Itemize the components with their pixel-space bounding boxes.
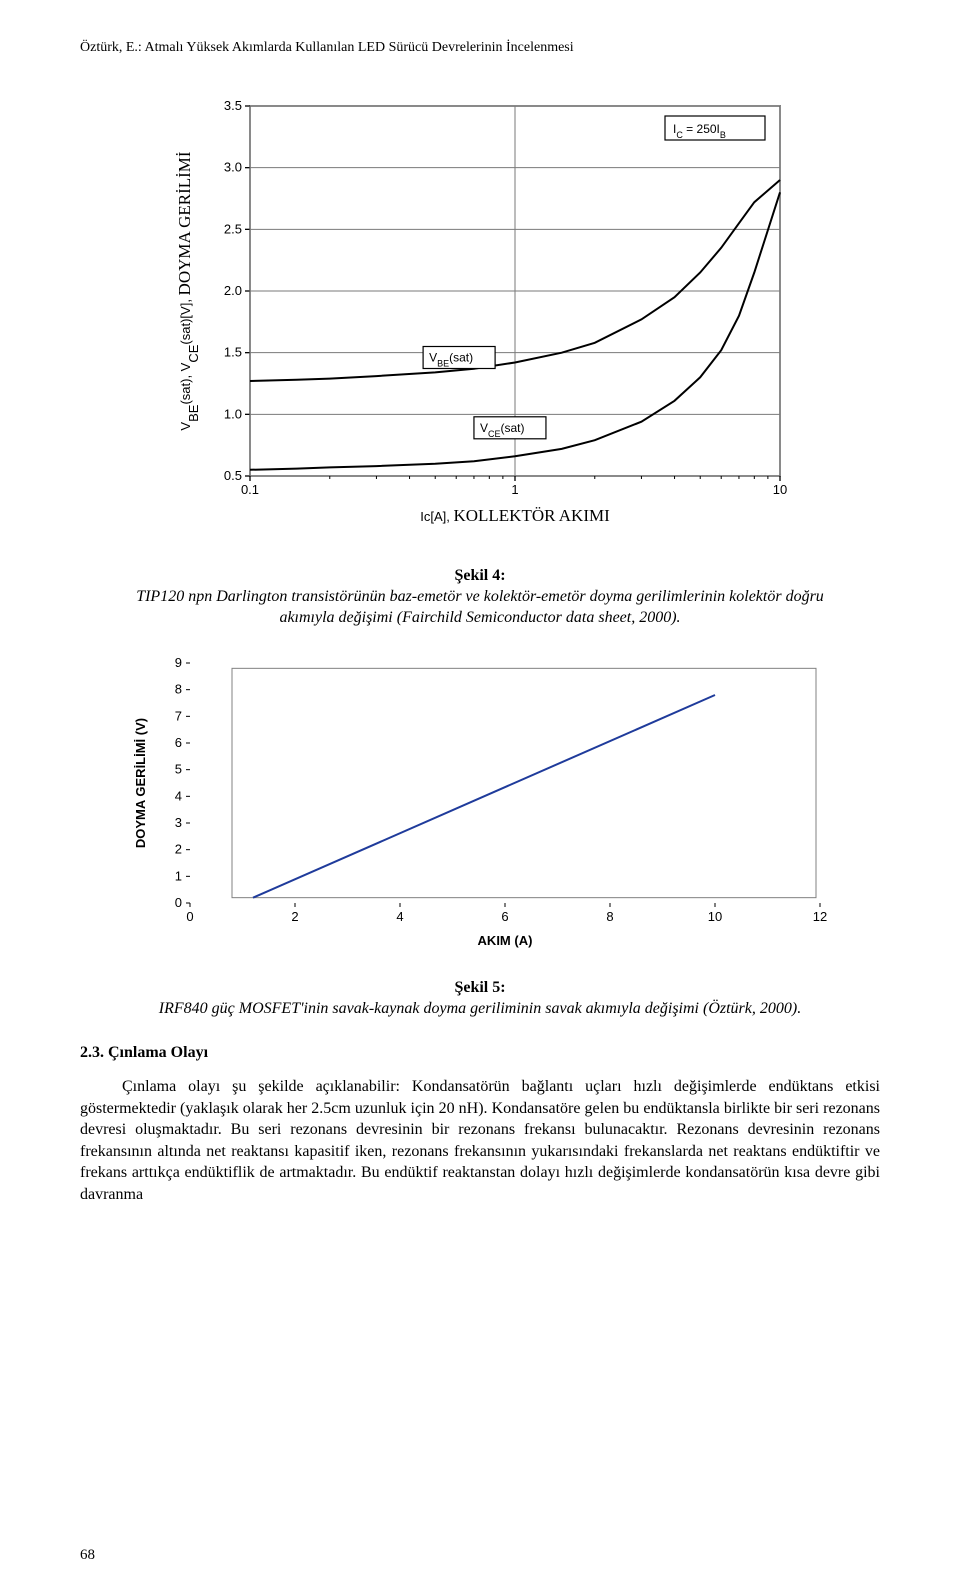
svg-text:1.5: 1.5 [224, 345, 242, 360]
svg-text:0: 0 [175, 895, 182, 910]
fig5-caption: IRF840 güç MOSFET'inin savak-kaynak doym… [159, 1000, 801, 1017]
page-number: 68 [80, 1547, 95, 1564]
svg-text:7: 7 [175, 709, 182, 724]
svg-text:Ic[A], KOLLEKTÖR AKIMI: Ic[A], KOLLEKTÖR AKIMI [420, 506, 610, 525]
fig4-caption: TIP120 npn Darlington transistörünün baz… [136, 588, 824, 626]
body-paragraph: Çınlama olayı şu şekilde açıklanabilir: … [80, 1076, 880, 1206]
running-head: Öztürk, E.: Atmalı Yüksek Akımlarda Kull… [80, 40, 880, 56]
svg-text:2: 2 [291, 909, 298, 924]
svg-text:10: 10 [708, 909, 722, 924]
section-title: Çınlama Olayı [108, 1044, 208, 1061]
svg-text:2.0: 2.0 [224, 283, 242, 298]
svg-text:2: 2 [175, 842, 182, 857]
svg-text:VBE(sat), VCE(sat)[V], DOYMA G: VBE(sat), VCE(sat)[V], DOYMA GERİLİMİ [175, 151, 201, 430]
svg-text:4: 4 [396, 909, 403, 924]
svg-text:9: 9 [175, 655, 182, 670]
figure4-chart: 0.51.01.52.02.53.03.50.1110IC = 250IBVBE… [160, 86, 800, 546]
svg-text:8: 8 [175, 682, 182, 697]
svg-text:0: 0 [186, 909, 193, 924]
figure4-caption-block: Şekil 4: TIP120 npn Darlington transistö… [80, 566, 880, 628]
svg-text:2.5: 2.5 [224, 221, 242, 236]
svg-text:3.0: 3.0 [224, 160, 242, 175]
section-heading: 2.3. Çınlama Olayı [80, 1044, 880, 1062]
figure5-caption-block: Şekil 5: IRF840 güç MOSFET'inin savak-ka… [80, 978, 880, 1020]
svg-text:1.0: 1.0 [224, 406, 242, 421]
section-number: 2.3. [80, 1044, 104, 1061]
svg-text:0.1: 0.1 [241, 482, 259, 497]
fig4-label: Şekil 4: [454, 567, 505, 584]
svg-text:8: 8 [606, 909, 613, 924]
figure5-chart: 0123456789024681012DOYMA GERİLİMİ (V)AKI… [120, 648, 840, 958]
fig5-label: Şekil 5: [454, 979, 505, 996]
svg-text:0.5: 0.5 [224, 468, 242, 483]
svg-text:DOYMA GERİLİMİ (V): DOYMA GERİLİMİ (V) [133, 718, 148, 848]
svg-text:6: 6 [175, 735, 182, 750]
svg-text:5: 5 [175, 762, 182, 777]
svg-text:AKIM (A): AKIM (A) [478, 933, 533, 948]
svg-text:10: 10 [773, 482, 787, 497]
svg-text:12: 12 [813, 909, 827, 924]
svg-text:4: 4 [175, 789, 182, 804]
svg-text:1: 1 [175, 869, 182, 884]
svg-text:3: 3 [175, 815, 182, 830]
svg-text:1: 1 [511, 482, 518, 497]
svg-text:3.5: 3.5 [224, 98, 242, 113]
svg-text:6: 6 [501, 909, 508, 924]
